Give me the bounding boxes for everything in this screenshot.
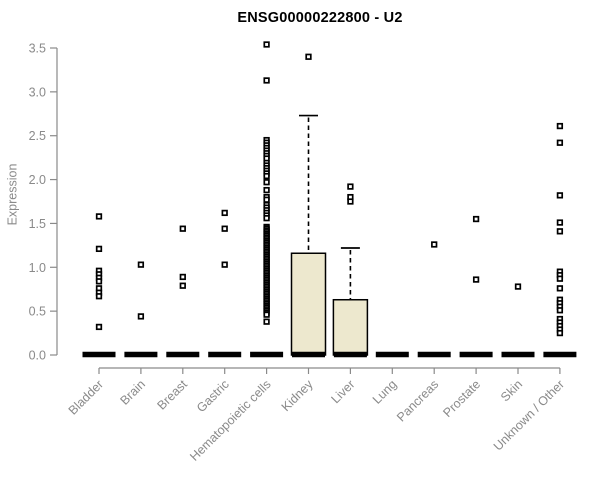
x-category-label: Kidney — [279, 377, 316, 414]
y-tick-label: 0.5 — [29, 305, 46, 319]
x-category-label: Unknown / Other — [491, 377, 567, 453]
y-tick-label: 0.0 — [29, 349, 46, 363]
median-bar — [166, 351, 200, 358]
median-bar — [459, 351, 493, 358]
median-bar — [208, 351, 242, 358]
outlier-point — [305, 53, 312, 60]
outlier-point — [556, 228, 564, 235]
outlier-point — [179, 273, 186, 281]
chart-title: ENSG00000222800 - U2 — [237, 10, 403, 26]
outlier-point — [95, 278, 103, 285]
median-bar — [417, 351, 451, 358]
outlier-point — [221, 261, 228, 268]
x-category-label: Liver — [328, 377, 357, 406]
outlier-point — [556, 275, 564, 282]
outlier-point — [472, 215, 480, 223]
outlier-point — [263, 318, 270, 325]
box-liver — [332, 298, 369, 356]
x-category-label: Skin — [498, 377, 525, 404]
outlier-point — [95, 213, 103, 220]
outlier-point — [556, 139, 564, 146]
median-bar — [501, 351, 535, 358]
x-category-label: Gastric — [194, 377, 232, 415]
outlier-point — [263, 186, 270, 194]
outlier-point — [137, 261, 145, 268]
x-category-label: Pancreas — [394, 377, 441, 424]
median-bar — [124, 351, 158, 358]
outlier-point — [556, 285, 564, 292]
outlier-point — [263, 77, 270, 84]
y-tick-label: 2.0 — [29, 173, 46, 187]
outlier-point — [472, 276, 480, 283]
median-bar — [375, 351, 409, 358]
outlier-point — [263, 41, 270, 48]
y-tick-label: 3.5 — [29, 42, 46, 56]
x-category-label: Hematopoietic cells — [187, 377, 274, 464]
median-bar — [82, 351, 116, 358]
y-tick-label: 3.0 — [29, 85, 46, 99]
outlier-point — [137, 313, 145, 320]
median-bar — [333, 351, 367, 358]
y-tick-label: 2.5 — [29, 129, 46, 143]
outlier-point — [95, 323, 103, 331]
box-kidney — [290, 252, 327, 356]
outlier-point — [221, 225, 228, 232]
x-category-label: Breast — [154, 377, 190, 413]
x-category-label: Brain — [117, 377, 148, 408]
outlier-point — [263, 311, 270, 318]
x-category-label: Prostate — [440, 377, 483, 420]
x-category-label: Bladder — [66, 377, 106, 417]
median-bar — [543, 351, 577, 358]
outlier-point — [347, 198, 354, 205]
y-tick-label: 1.0 — [29, 261, 46, 275]
outlier-point — [556, 219, 564, 226]
outlier-point — [556, 329, 564, 337]
outlier-point — [556, 122, 564, 130]
outlier-point — [263, 215, 270, 222]
outlier-point — [95, 293, 103, 300]
outlier-point — [179, 282, 186, 289]
outlier-point — [263, 172, 270, 180]
x-category-label: Lung — [370, 377, 400, 407]
median-bar — [292, 351, 325, 358]
outlier-point — [347, 183, 354, 190]
outlier-point — [263, 179, 270, 186]
outlier-point — [514, 283, 522, 290]
outlier-point — [556, 307, 564, 314]
outlier-point — [95, 245, 103, 253]
outlier-point — [263, 196, 270, 203]
outlier-point — [221, 209, 228, 217]
outlier-point — [179, 225, 186, 232]
median-bar — [250, 351, 284, 358]
outlier-point — [431, 241, 438, 248]
outlier-point — [556, 192, 564, 199]
y-tick-label: 1.5 — [29, 217, 46, 231]
